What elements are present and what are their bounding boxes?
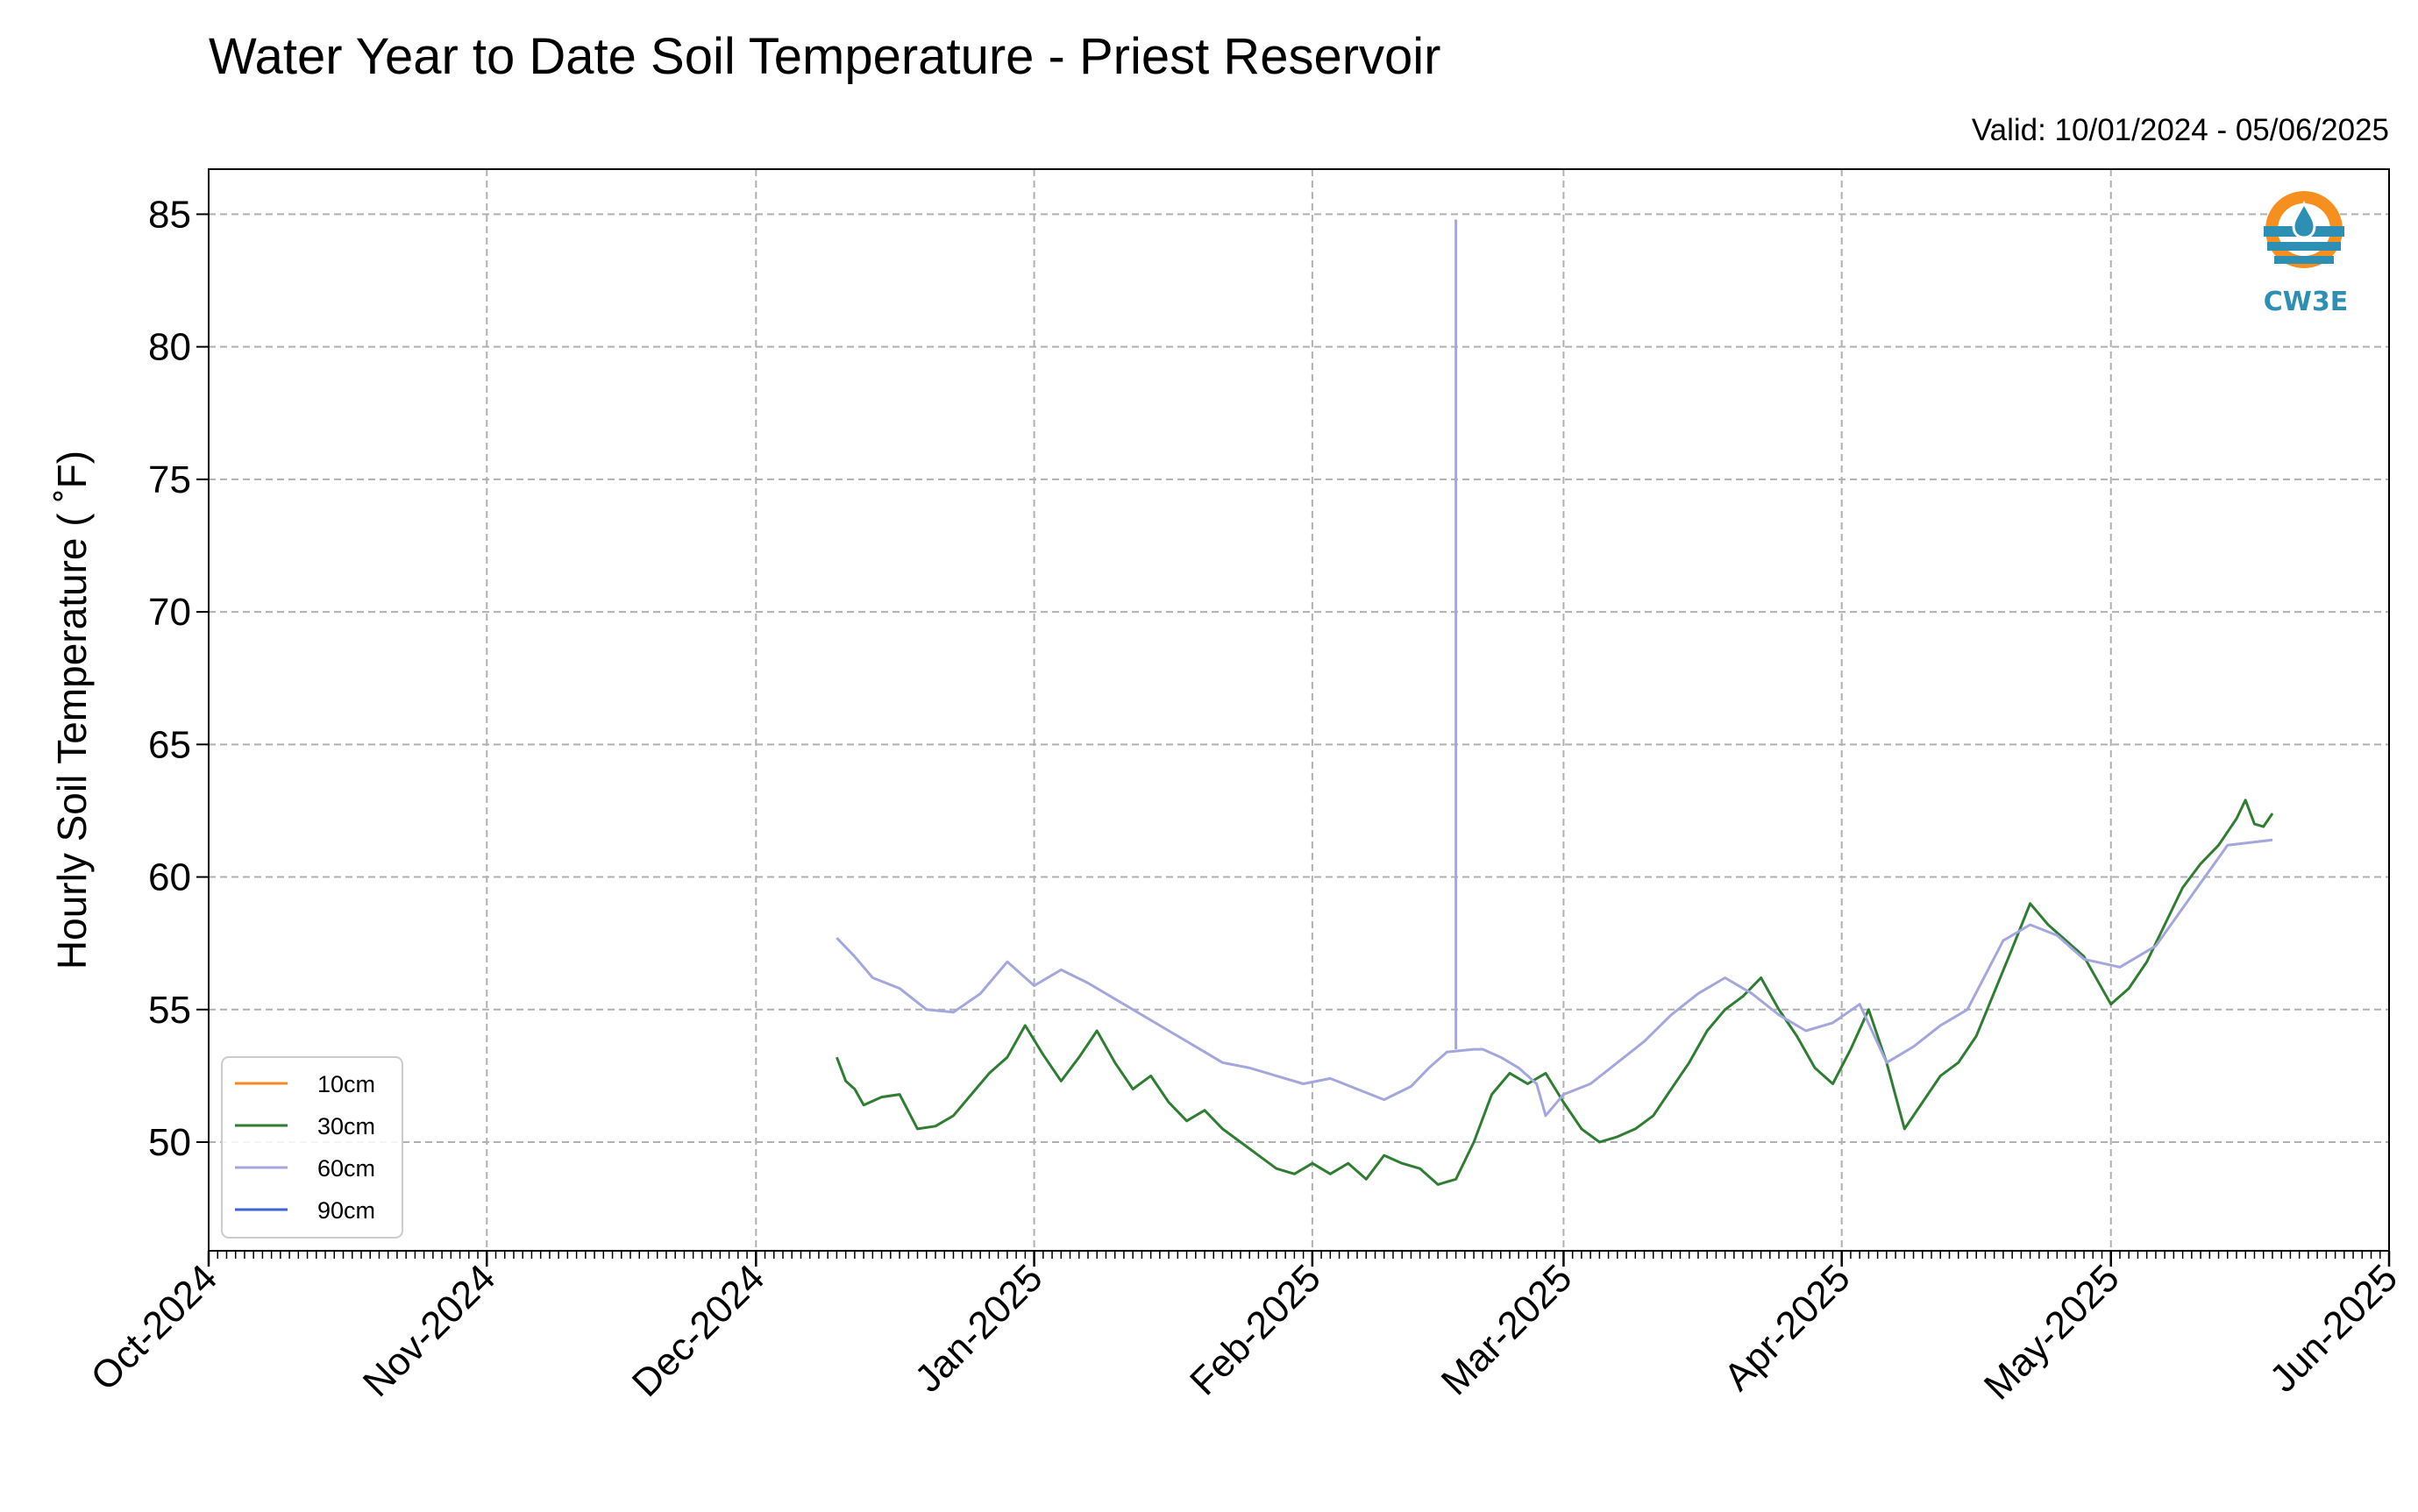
x-tick-label: Dec-2024 [624, 1256, 773, 1405]
legend-label-90cm: 90cm [317, 1197, 375, 1224]
x-tick-label: May-2025 [1976, 1256, 2128, 1408]
ticks [196, 213, 2391, 1267]
chart-title: Water Year to Date Soil Temperature - Pr… [209, 28, 1440, 85]
logo-wave-icon [2274, 256, 2334, 264]
grid [208, 169, 2390, 1251]
water-drop-icon [2292, 200, 2316, 239]
x-tick-label: Apr-2025 [1716, 1256, 1859, 1399]
plot-area [209, 169, 2389, 1251]
legend-label-30cm: 30cm [317, 1113, 375, 1139]
series-layer [835, 219, 2274, 1186]
x-tick-label: Jan-2025 [907, 1256, 1050, 1400]
y-tick-label: 50 [148, 1121, 191, 1164]
y-tick-label: 55 [148, 989, 191, 1032]
legend-box [221, 1056, 403, 1239]
y-tick-label: 70 [148, 591, 191, 634]
series-line-60cm [836, 838, 2273, 1118]
y-tick-label: 80 [148, 326, 191, 369]
valid-date-range: Valid: 10/01/2024 - 05/06/2025 [1972, 113, 2389, 147]
x-tick-label: Nov-2024 [355, 1256, 504, 1405]
series-line-30cm [835, 799, 2274, 1186]
x-tick-label: Feb-2025 [1182, 1256, 1329, 1403]
cw3e-logo: CW3E [2264, 191, 2348, 317]
legend-label-60cm: 60cm [317, 1155, 375, 1182]
y-tick-label: 75 [148, 458, 191, 501]
plot-frame [208, 168, 2390, 1252]
y-axis-label: Hourly Soil Temperature ( ˚F) [49, 451, 95, 969]
legend: 10cm 30cm 60cm 90cm [221, 1056, 403, 1239]
y-tick-label: 85 [148, 193, 191, 236]
legend-label-10cm: 10cm [317, 1071, 375, 1097]
x-tick-label: Mar-2025 [1433, 1256, 1581, 1403]
x-tick-label: Oct-2024 [82, 1256, 225, 1399]
x-tick-label: Jun-2025 [2262, 1256, 2406, 1400]
y-tick-label: 60 [148, 856, 191, 899]
y-tick-label: 65 [148, 723, 191, 766]
logo-wave-icon [2267, 242, 2341, 251]
logo-text: CW3E [2264, 287, 2348, 317]
